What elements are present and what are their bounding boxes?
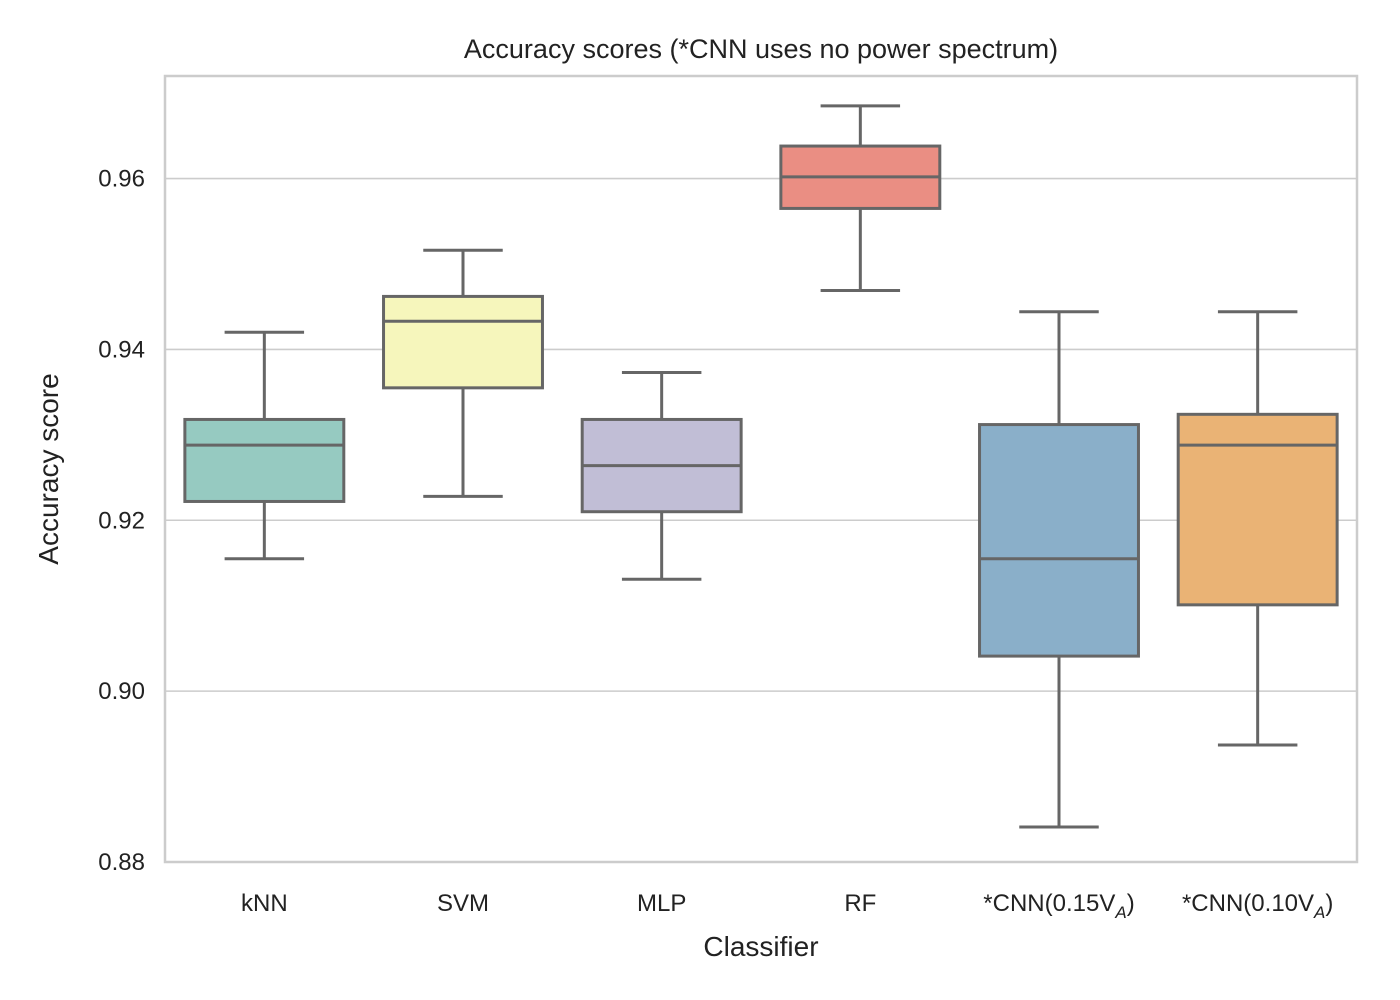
x-tick-label-suffix: )	[1325, 890, 1333, 917]
y-tick-labels: 0.88 0.90 0.92 0.94 0.96	[98, 166, 145, 876]
box-5	[1176, 310, 1339, 747]
iqr-box	[978, 423, 1140, 658]
iqr-box	[382, 294, 544, 390]
x-tick-label: SVM	[437, 890, 489, 917]
y-tick-label: 0.92	[98, 507, 145, 534]
x-tick-label-main: SVM	[437, 890, 489, 917]
x-tick-labels: kNN SVM MLP RF *CNN(0.15VA) *CNN(0.10VA)	[241, 890, 1333, 922]
x-tick-label: *CNN(0.10VA)	[1182, 890, 1333, 922]
x-tick-label: MLP	[637, 890, 686, 917]
x-tick-label-main: RF	[844, 890, 876, 917]
x-tick-label-subscript: A	[1313, 903, 1325, 922]
x-tick-label-subscript: A	[1114, 903, 1126, 922]
box-1	[382, 248, 544, 498]
x-tick-label-main: *CNN(0.15V	[983, 890, 1115, 917]
x-tick-label-main: *CNN(0.10V	[1182, 890, 1314, 917]
x-tick-label-main: MLP	[637, 890, 686, 917]
iqr-box	[183, 417, 346, 503]
x-tick-label-suffix: )	[1127, 890, 1135, 917]
y-tick-label: 0.96	[98, 166, 145, 193]
x-tick-label-main: kNN	[241, 890, 288, 917]
box-4	[978, 310, 1140, 829]
chart-title: Accuracy scores (*CNN uses no power spec…	[464, 34, 1058, 64]
box-0	[183, 330, 346, 561]
x-tick-label: *CNN(0.15VA)	[983, 890, 1134, 922]
x-axis-label: Classifier	[703, 931, 818, 962]
boxes	[183, 104, 1339, 829]
y-tick-label: 0.88	[98, 849, 145, 876]
x-tick-label: kNN	[241, 890, 288, 917]
y-tick-label: 0.90	[98, 678, 145, 705]
x-tick-label: RF	[844, 890, 876, 917]
box-3	[779, 104, 942, 292]
iqr-box	[1176, 412, 1339, 607]
box-2	[580, 370, 743, 581]
y-tick-label: 0.94	[98, 336, 145, 363]
plot-frame	[163, 74, 1359, 864]
y-axis-label: Accuracy score	[33, 373, 64, 564]
